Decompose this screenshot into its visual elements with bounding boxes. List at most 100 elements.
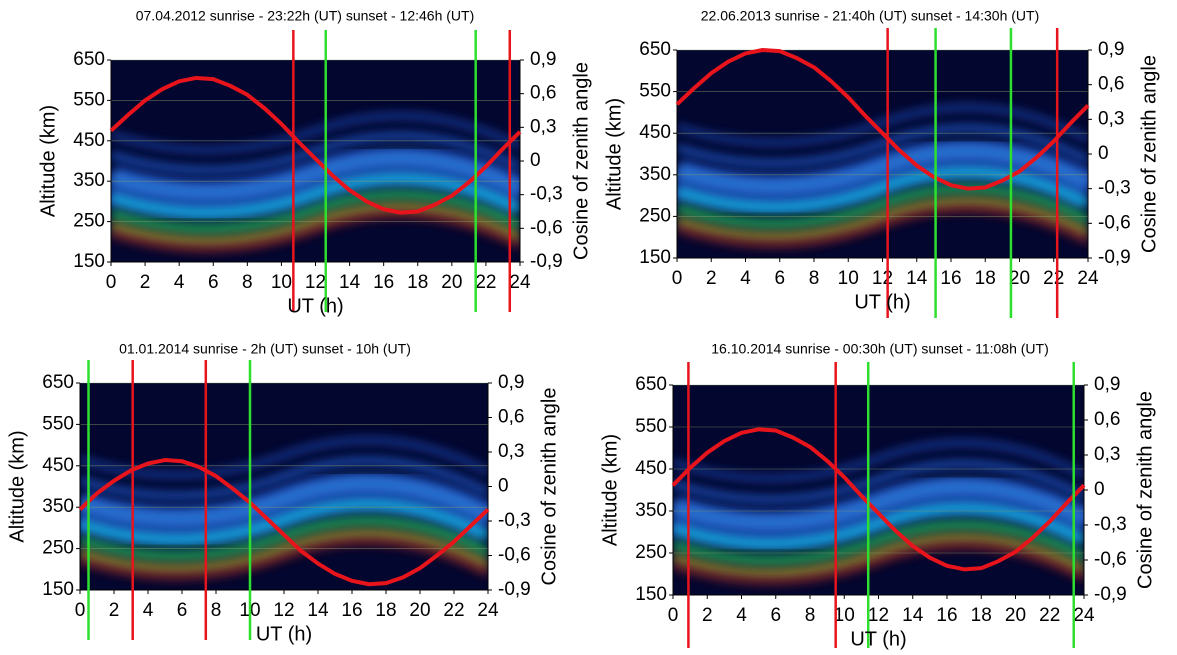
y-tick-label: 650 — [635, 374, 667, 395]
chart-title: 07.04.2012 sunrise - 23:22h (UT) sunset … — [136, 8, 475, 24]
x-tick-label: 10 — [271, 272, 292, 293]
y2-axis-label: Cosine of zenith angle — [538, 388, 560, 586]
x-tick-label: 4 — [174, 272, 185, 293]
x-tick-label: 16 — [940, 268, 961, 289]
y2-axis-label: Cosine of zenith angle — [1138, 55, 1160, 253]
x-tick-label: 24 — [509, 272, 531, 293]
y2-tick-label: -0,3 — [498, 510, 531, 531]
x-tick-label: 24 — [1077, 268, 1099, 289]
y-tick-label: 650 — [73, 49, 105, 70]
y2-tick-label: 0 — [498, 476, 509, 497]
chart-title: 22.06.2013 sunrise - 21:40h (UT) sunset … — [701, 8, 1040, 24]
y-tick-label: 550 — [639, 81, 671, 102]
y2-tick-label: -0,3 — [1094, 514, 1127, 535]
y2-tick-label: 0,3 — [498, 441, 524, 462]
x-tick-label: 14 — [339, 272, 361, 293]
y2-tick-label: 0,6 — [1098, 74, 1124, 95]
x-tick-label: 0 — [106, 272, 117, 293]
x-tick-label: 22 — [475, 272, 496, 293]
heatmap-band — [111, 132, 520, 175]
x-tick-label: 22 — [1039, 605, 1060, 626]
x-tick-label: 22 — [1043, 268, 1064, 289]
y2-tick-label: 0 — [530, 150, 541, 171]
y2-tick-label: -0,9 — [1098, 247, 1131, 268]
heatmap — [673, 385, 1084, 595]
y-tick-label: 450 — [635, 458, 667, 479]
y2-tick-label: -0,9 — [1094, 584, 1127, 605]
y2-tick-label: -0,3 — [1098, 178, 1131, 199]
y2-tick-label: -0,3 — [530, 184, 563, 205]
y-tick-label: 150 — [42, 579, 74, 600]
y2-tick-label: 0,6 — [530, 83, 556, 104]
y-axis-label: Altitude (km) — [37, 105, 59, 217]
x-tick-label: 0 — [672, 268, 683, 289]
heatmap-band — [673, 440, 1084, 482]
y2-tick-label: 0,6 — [1094, 409, 1120, 430]
x-tick-label: 14 — [906, 268, 928, 289]
x-tick-label: 20 — [441, 272, 462, 293]
x-axis-label: UT (h) — [256, 623, 312, 645]
heatmap-band — [80, 499, 488, 545]
heatmap-band — [80, 456, 488, 500]
x-tick-label: 8 — [809, 268, 820, 289]
heatmap-band — [677, 104, 1088, 146]
x-tick-label: 18 — [971, 605, 992, 626]
x-tick-label: 0 — [668, 605, 679, 626]
heatmap-band — [111, 173, 520, 218]
heatmap-band — [673, 503, 1084, 549]
panel: 150 250 350 450 550 650 -0,9 -0,6 -0,3 0 0,3 0,6 0,9… — [6, 341, 560, 646]
heatmap-band — [677, 143, 1088, 195]
x-tick-label: 10 — [838, 268, 859, 289]
heatmap — [677, 50, 1088, 258]
x-tick-label: 4 — [143, 600, 154, 621]
x-tick-label: 6 — [208, 272, 219, 293]
x-tick-label: 12 — [305, 272, 326, 293]
series-line — [675, 48, 1090, 191]
y2-tick-label: 0,3 — [1094, 444, 1120, 465]
panel: 150 250 350 450 550 650 -0,9 -0,6 -0,3 0 0,3 0,6 0,9… — [599, 341, 1156, 651]
x-tick-label: 18 — [975, 268, 996, 289]
y2-tick-label: -0,6 — [1094, 549, 1127, 570]
heatmap — [80, 383, 488, 590]
heatmap-band — [111, 112, 520, 153]
x-tick-label: 8 — [242, 272, 253, 293]
heatmap-band — [111, 150, 520, 201]
x-tick-label: 6 — [177, 600, 188, 621]
y-tick-label: 550 — [42, 413, 74, 434]
y-axis-label: Altitude (km) — [6, 430, 28, 542]
x-tick-label: 22 — [443, 600, 464, 621]
y-tick-label: 450 — [73, 130, 105, 151]
y2-axis-label: Cosine of zenith angle — [570, 62, 592, 260]
x-tick-label: 14 — [902, 605, 924, 626]
y2-tick-label: 0 — [1098, 143, 1109, 164]
x-tick-label: 6 — [774, 268, 785, 289]
x-tick-label: 0 — [75, 600, 86, 621]
y-tick-label: 350 — [42, 496, 74, 517]
y-axis-label: Altitude (km) — [603, 98, 625, 210]
x-axis-label: UT (h) — [850, 628, 906, 650]
y2-tick-label: 0,6 — [498, 407, 524, 428]
y-tick-label: 250 — [73, 211, 105, 232]
y-tick-label: 350 — [635, 500, 667, 521]
y-tick-label: 350 — [73, 170, 105, 191]
x-tick-label: 2 — [706, 268, 717, 289]
x-tick-label: 2 — [140, 272, 151, 293]
x-tick-label: 2 — [702, 605, 713, 626]
x-tick-label: 8 — [211, 600, 222, 621]
x-tick-label: 20 — [409, 600, 430, 621]
heatmap-band — [80, 437, 488, 479]
x-tick-label: 18 — [375, 600, 396, 621]
panel: 150 250 350 450 550 650 -0,9 -0,6 -0,3 0 0,3 0,6 0,9… — [37, 8, 592, 318]
y-tick-label: 250 — [639, 205, 671, 226]
x-tick-label: 2 — [109, 600, 120, 621]
x-tick-label: 12 — [872, 268, 893, 289]
y2-tick-label: -0,6 — [1098, 212, 1131, 233]
heatmap-band — [673, 520, 1084, 565]
x-axis-label: UT (h) — [854, 291, 910, 313]
series-line — [671, 427, 1086, 572]
y2-tick-label: 0,9 — [1094, 374, 1120, 395]
x-tick-label: 4 — [740, 268, 751, 289]
y-axis-label: Altitude (km) — [599, 434, 621, 546]
x-tick-label: 16 — [341, 600, 362, 621]
x-tick-label: 10 — [834, 605, 855, 626]
